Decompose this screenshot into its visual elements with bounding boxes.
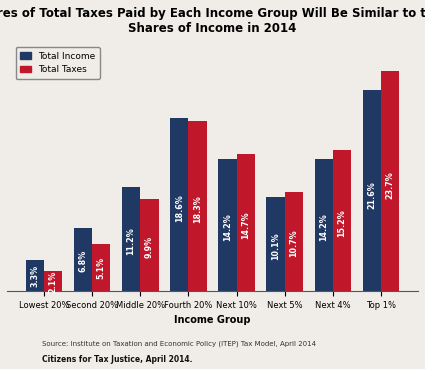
Text: 14.7%: 14.7% — [241, 211, 250, 239]
Bar — [26, 260, 44, 291]
Bar — [92, 244, 110, 291]
Bar — [188, 121, 207, 291]
Bar — [44, 271, 62, 291]
Legend: Total Income, Total Taxes: Total Income, Total Taxes — [16, 47, 100, 79]
Bar — [218, 159, 237, 291]
Text: Citizens for Tax Justice, April 2014.: Citizens for Tax Justice, April 2014. — [42, 355, 193, 364]
Bar — [170, 118, 188, 291]
Text: 5.1%: 5.1% — [97, 257, 106, 279]
Bar — [333, 150, 351, 291]
Title: Shares of Total Taxes Paid by Each Income Group Will Be Similar to their
Shares : Shares of Total Taxes Paid by Each Incom… — [0, 7, 425, 35]
Bar — [363, 90, 381, 291]
Text: 3.3%: 3.3% — [30, 265, 39, 287]
X-axis label: Income Group: Income Group — [174, 315, 251, 325]
Bar — [266, 197, 285, 291]
Bar — [314, 159, 333, 291]
Text: 18.3%: 18.3% — [193, 196, 202, 223]
Text: 23.7%: 23.7% — [386, 172, 395, 199]
Text: 6.8%: 6.8% — [79, 249, 88, 272]
Text: 10.1%: 10.1% — [271, 232, 280, 260]
Text: 14.2%: 14.2% — [223, 214, 232, 241]
Text: 11.2%: 11.2% — [127, 227, 136, 255]
Bar — [122, 187, 140, 291]
Text: 2.1%: 2.1% — [48, 270, 57, 293]
Text: 18.6%: 18.6% — [175, 194, 184, 222]
Text: 10.7%: 10.7% — [289, 230, 298, 257]
Bar — [74, 228, 92, 291]
Text: 14.2%: 14.2% — [319, 214, 328, 241]
Bar — [140, 199, 159, 291]
Text: 9.9%: 9.9% — [145, 236, 154, 258]
Text: 21.6%: 21.6% — [368, 181, 377, 208]
Text: Source: Institute on Taxation and Economic Policy (ITEP) Tax Model, April 2014: Source: Institute on Taxation and Econom… — [42, 340, 317, 346]
Bar — [285, 192, 303, 291]
Bar — [237, 155, 255, 291]
Bar — [381, 71, 400, 291]
Text: 15.2%: 15.2% — [337, 209, 346, 237]
